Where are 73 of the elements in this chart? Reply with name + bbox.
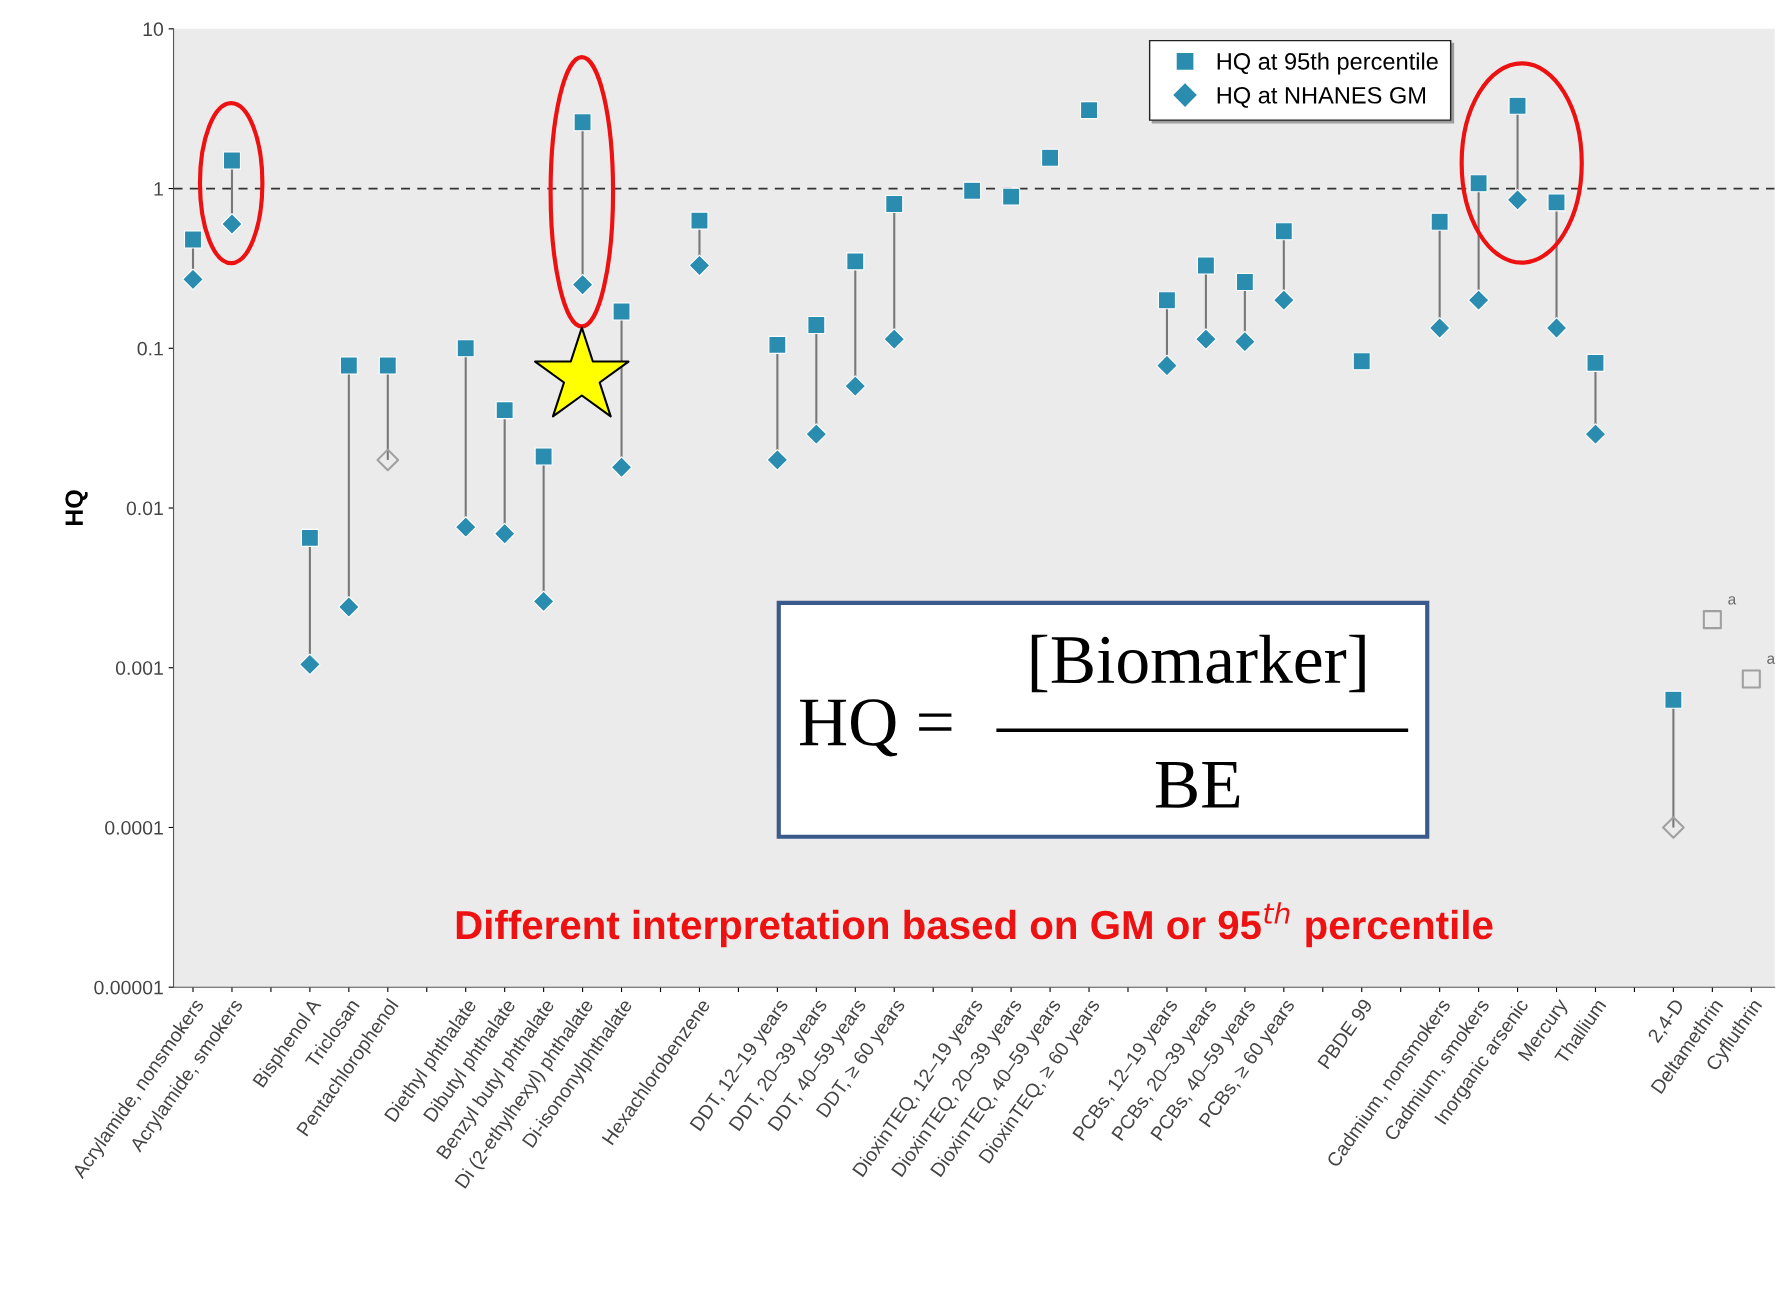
annotation: a xyxy=(1728,596,1737,605)
point xyxy=(1196,256,1215,275)
point xyxy=(454,516,477,538)
point xyxy=(1508,96,1527,115)
point xyxy=(1041,148,1060,167)
point xyxy=(1234,330,1256,353)
point xyxy=(1586,353,1605,372)
point xyxy=(534,447,553,466)
y-tick-label: 10 xyxy=(143,22,164,37)
y-tick-label: 1 xyxy=(154,182,163,196)
y-axis-title: HQ xyxy=(65,490,88,526)
point xyxy=(805,423,828,446)
annotation: [Biomarker] xyxy=(1031,634,1365,693)
point xyxy=(963,181,982,200)
point xyxy=(846,252,865,271)
point xyxy=(1741,669,1761,689)
legend-label: HQ at 95th percentile xyxy=(1217,52,1438,75)
point xyxy=(690,211,709,230)
point xyxy=(183,230,203,249)
point xyxy=(1545,317,1568,339)
point xyxy=(688,254,711,277)
point xyxy=(222,151,242,170)
point xyxy=(1156,354,1178,377)
point xyxy=(299,653,321,676)
point xyxy=(1157,291,1177,310)
point xyxy=(883,328,906,351)
point xyxy=(1235,272,1254,292)
y-tick-label: 0.00001 xyxy=(94,980,163,995)
point xyxy=(456,339,475,358)
point xyxy=(221,213,243,235)
y-tick-label: 0.01 xyxy=(126,501,163,516)
point xyxy=(1195,328,1217,351)
point xyxy=(1469,174,1488,193)
point xyxy=(493,522,516,545)
point xyxy=(495,401,514,420)
point xyxy=(378,356,397,375)
point xyxy=(766,449,789,471)
point xyxy=(182,268,204,291)
point xyxy=(339,356,358,375)
annotation: BE xyxy=(1155,761,1240,808)
point xyxy=(532,590,555,613)
point xyxy=(844,375,867,397)
point xyxy=(1274,222,1293,241)
point xyxy=(571,273,594,296)
point xyxy=(610,456,633,479)
annotation: HQ = xyxy=(799,699,952,757)
point xyxy=(1002,187,1021,206)
y-tick-label: 0.0001 xyxy=(105,820,163,835)
point xyxy=(1664,690,1683,709)
point xyxy=(1547,193,1566,212)
point xyxy=(1467,289,1490,312)
y-tick-label: 0.1 xyxy=(137,341,163,356)
point xyxy=(1702,610,1722,630)
point xyxy=(1352,352,1371,371)
point xyxy=(807,315,826,335)
point xyxy=(612,302,631,321)
point xyxy=(1584,423,1607,446)
annotation: Different interpretation based on GM or 95$^{th}$ percentile xyxy=(456,902,1493,948)
point xyxy=(1079,101,1099,120)
legend-label: HQ at NHANES GM xyxy=(1217,86,1426,108)
point xyxy=(1506,188,1529,211)
y-tick-label: 0.001 xyxy=(115,661,163,675)
point xyxy=(337,596,360,618)
point xyxy=(573,113,592,132)
point xyxy=(1428,317,1451,339)
point xyxy=(1430,212,1449,231)
point xyxy=(300,528,319,547)
point xyxy=(376,448,400,472)
point xyxy=(1662,816,1685,839)
point xyxy=(768,335,787,354)
point xyxy=(1272,289,1295,312)
annotation: a xyxy=(1767,655,1776,664)
point xyxy=(885,194,904,214)
